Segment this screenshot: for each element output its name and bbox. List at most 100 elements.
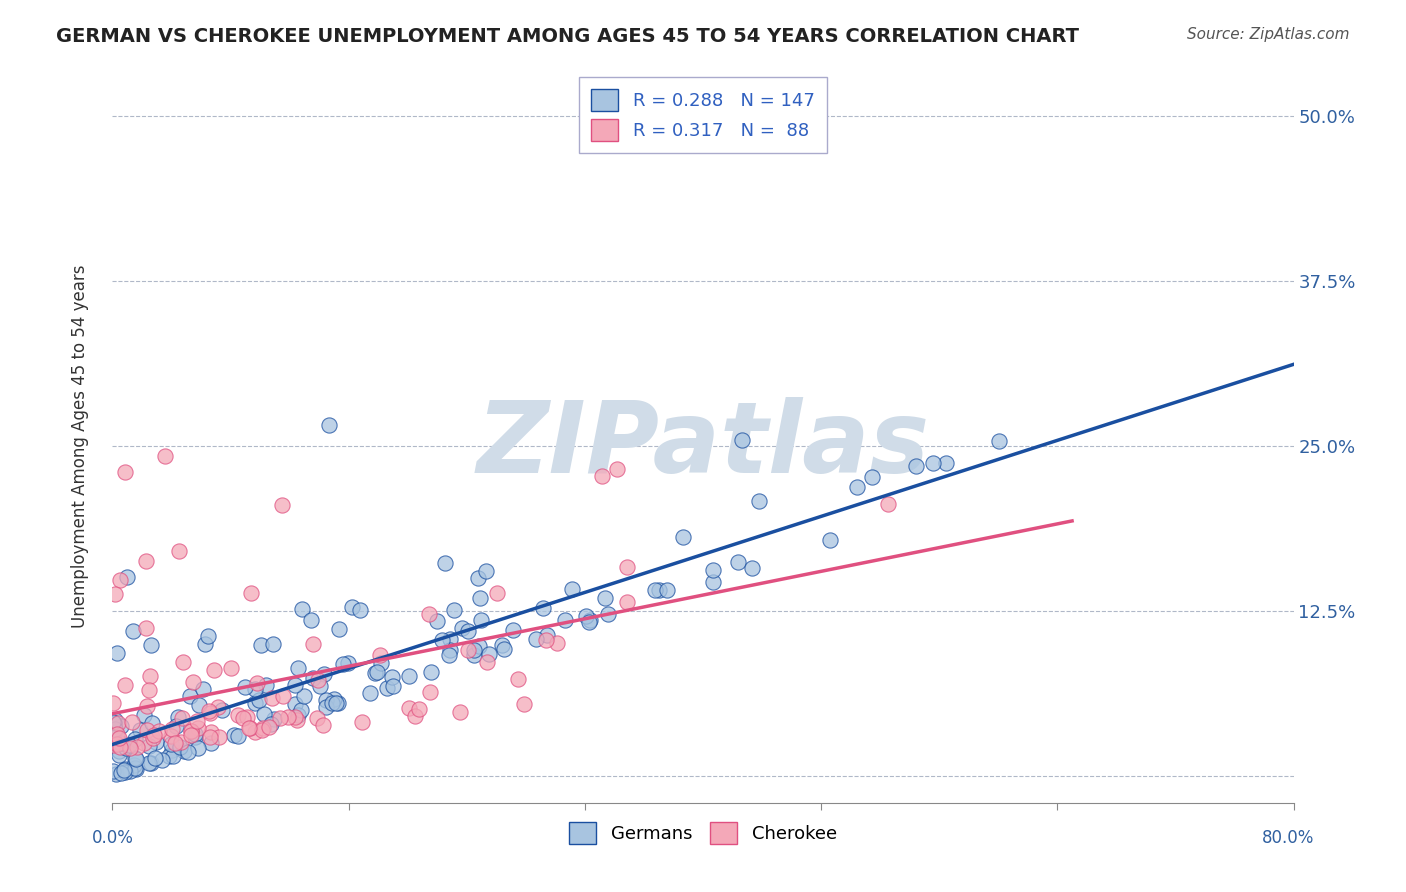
Germans — [702, 575, 724, 590]
Cherokee — [457, 643, 479, 657]
Cherokee — [546, 636, 568, 650]
Germans — [336, 657, 359, 671]
Cherokee — [101, 696, 124, 710]
Text: Source: ZipAtlas.com: Source: ZipAtlas.com — [1187, 27, 1350, 42]
Germans — [124, 762, 146, 776]
Text: GERMAN VS CHEROKEE UNEMPLOYMENT AMONG AGES 45 TO 54 YEARS CORRELATION CHART: GERMAN VS CHEROKEE UNEMPLOYMENT AMONG AG… — [56, 27, 1080, 45]
Cherokee — [284, 710, 307, 724]
Cherokee — [252, 723, 274, 738]
Germans — [491, 638, 513, 652]
Germans — [820, 533, 842, 547]
Germans — [134, 707, 156, 722]
Germans — [381, 679, 404, 693]
Legend: Germans, Cherokee: Germans, Cherokee — [562, 814, 844, 851]
Cherokee — [404, 709, 426, 723]
Cherokee — [271, 498, 294, 512]
Germans — [101, 730, 124, 744]
Cherokee — [239, 721, 262, 735]
Germans — [648, 582, 671, 597]
Cherokee — [132, 737, 155, 751]
Cherokee — [142, 731, 165, 746]
Cherokee — [591, 468, 613, 483]
Cherokee — [273, 689, 295, 703]
Germans — [596, 607, 619, 622]
Cherokee — [202, 663, 225, 677]
Cherokee — [198, 706, 221, 720]
Germans — [104, 722, 127, 736]
Cherokee — [398, 701, 420, 715]
Cherokee — [269, 711, 291, 725]
Germans — [366, 665, 388, 680]
Germans — [200, 736, 222, 750]
Cherokee — [135, 554, 157, 568]
Germans — [114, 740, 136, 755]
Text: 80.0%: 80.0% — [1263, 829, 1315, 847]
Germans — [315, 693, 337, 707]
Germans — [644, 583, 666, 598]
Germans — [457, 624, 479, 638]
Germans — [110, 735, 132, 749]
Cherokee — [606, 462, 628, 476]
Germans — [439, 632, 461, 646]
Germans — [183, 727, 205, 741]
Germans — [426, 614, 449, 628]
Cherokee — [368, 648, 391, 662]
Germans — [988, 434, 1011, 449]
Cherokee — [240, 585, 263, 599]
Cherokee — [135, 723, 157, 737]
Cherokee — [200, 725, 222, 739]
Germans — [103, 714, 125, 729]
Germans — [531, 601, 554, 615]
Cherokee — [260, 690, 283, 705]
Germans — [165, 719, 187, 733]
Cherokee — [285, 713, 308, 727]
Cherokee — [616, 559, 638, 574]
Germans — [302, 671, 325, 685]
Germans — [104, 713, 127, 727]
Germans — [243, 696, 266, 710]
Germans — [194, 637, 217, 651]
Cherokee — [180, 723, 202, 738]
Germans — [110, 719, 132, 733]
Germans — [290, 703, 312, 717]
Germans — [124, 758, 146, 772]
Cherokee — [238, 721, 260, 735]
Cherokee — [534, 632, 557, 647]
Cherokee — [180, 723, 202, 738]
Germans — [115, 569, 138, 583]
Cherokee — [143, 728, 166, 742]
Cherokee — [207, 700, 229, 714]
Germans — [463, 648, 485, 663]
Germans — [595, 591, 617, 605]
Cherokee — [172, 655, 194, 669]
Germans — [377, 681, 399, 695]
Cherokee — [307, 673, 329, 688]
Germans — [143, 751, 166, 765]
Cherokee — [219, 660, 242, 674]
Germans — [243, 682, 266, 697]
Germans — [340, 600, 363, 615]
Germans — [672, 530, 695, 544]
Germans — [188, 698, 211, 713]
Germans — [727, 555, 749, 569]
Germans — [284, 678, 307, 692]
Cherokee — [305, 711, 328, 725]
Cherokee — [419, 684, 441, 698]
Germans — [260, 716, 283, 731]
Germans — [184, 731, 207, 745]
Germans — [162, 749, 184, 764]
Cherokee — [170, 735, 193, 749]
Cherokee — [226, 707, 249, 722]
Germans — [141, 716, 163, 731]
Cherokee — [252, 721, 274, 735]
Germans — [321, 697, 343, 711]
Germans — [467, 571, 489, 585]
Germans — [287, 708, 309, 723]
Germans — [370, 657, 392, 671]
Germans — [287, 661, 309, 675]
Cherokee — [125, 739, 148, 754]
Cherokee — [135, 621, 157, 635]
Germans — [112, 763, 135, 777]
Germans — [145, 735, 167, 749]
Germans — [139, 638, 162, 652]
